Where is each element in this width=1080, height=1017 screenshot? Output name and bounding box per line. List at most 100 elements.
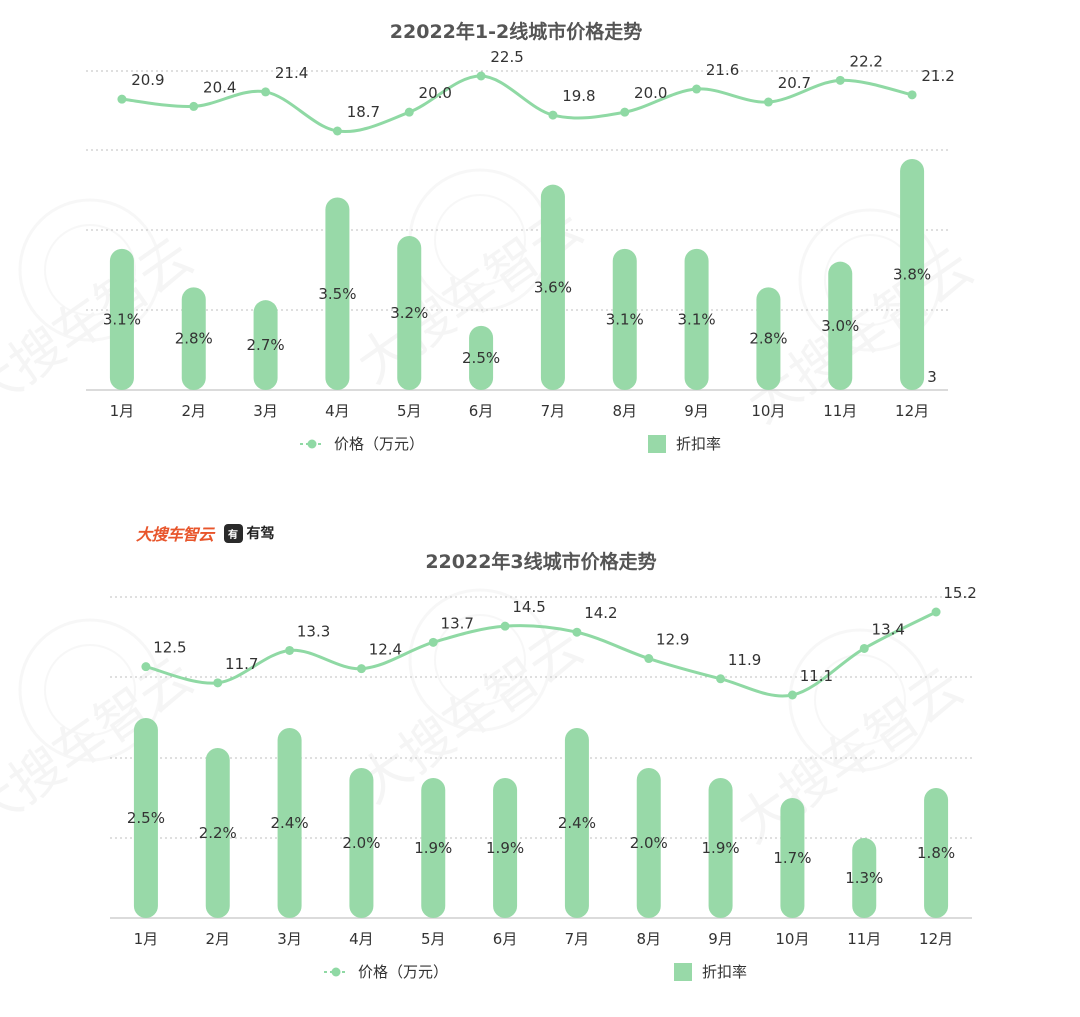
- bar: [564, 728, 589, 918]
- bar-label: 3.6%: [534, 278, 572, 296]
- bar: [852, 838, 877, 918]
- price-label: 21.4: [275, 64, 308, 82]
- price-point: [692, 84, 702, 94]
- watermark-ring: [798, 208, 942, 352]
- watermark-ring: [814, 654, 906, 746]
- watermark-ring: [434, 614, 526, 706]
- bar: [109, 248, 134, 390]
- price-point: [859, 643, 869, 653]
- price-point: [428, 637, 438, 647]
- bar: [756, 287, 781, 390]
- bar-label: 3.0%: [821, 317, 859, 335]
- x-tick-label: 7月: [565, 930, 590, 948]
- bar-label: 1.9%: [414, 839, 452, 857]
- bar-annotation: 3: [927, 368, 937, 386]
- legend: 价格（万元） 折扣率: [300, 435, 721, 453]
- legend-bar-marker: [674, 963, 692, 981]
- price-point: [931, 607, 941, 617]
- x-tick-label: 5月: [397, 402, 422, 420]
- legend-bar-marker: [648, 435, 666, 453]
- x-tick-label: 10月: [775, 930, 809, 948]
- price-label: 22.5: [490, 48, 523, 66]
- bar-label: 1.8%: [917, 844, 955, 862]
- bar-label: 3.8%: [893, 266, 931, 284]
- x-tick-label: 1月: [110, 402, 135, 420]
- brand-partner: 有驾: [246, 526, 275, 542]
- app-logo-icon: 有: [223, 523, 243, 543]
- watermark-ring: [408, 588, 552, 732]
- chart-tier12-price-trend: 22022年1-2线城市价格走势 3.1% 2.8% 2.7% 3.5% 3.2% 2.5%…: [86, 20, 955, 453]
- x-tick-label: 9月: [708, 930, 733, 948]
- price-label: 20.7: [778, 74, 811, 92]
- bar: [612, 248, 637, 390]
- price-label: 13.3: [297, 622, 330, 640]
- price-point: [404, 107, 414, 117]
- x-tick-label: 11月: [823, 402, 857, 420]
- price-label: 14.2: [584, 604, 617, 622]
- discount-bars: 2.5% 2.2% 2.4% 2.0% 1.9% 1.9% 2.4% 2.0% 1.9% 1.7%…: [127, 718, 955, 918]
- watermark-ring: [18, 198, 162, 342]
- price-point: [476, 71, 486, 81]
- bar: [493, 778, 518, 918]
- bar: [253, 300, 278, 390]
- x-tick-label: 7月: [541, 402, 566, 420]
- x-tick-label: 12月: [895, 402, 929, 420]
- bar: [277, 728, 302, 918]
- bar: [397, 236, 422, 390]
- price-label: 12.4: [369, 641, 402, 659]
- price-label: 21.6: [706, 61, 739, 79]
- price-point: [716, 674, 726, 684]
- price-point: [548, 110, 558, 120]
- price-label: 20.0: [419, 84, 452, 102]
- legend: 价格（万元） 折扣率: [324, 963, 747, 981]
- x-tick-label: 4月: [325, 402, 350, 420]
- price-point: [189, 101, 199, 111]
- price-label: 12.5: [153, 639, 186, 657]
- price-point: [835, 75, 845, 85]
- bar-label: 1.3%: [845, 869, 883, 887]
- bar-label: 2.0%: [630, 834, 668, 852]
- price-label: 13.7: [441, 614, 474, 632]
- x-tick-label: 12月: [919, 930, 953, 948]
- price-line: 20.9 20.4 21.4 18.7 20.0 22.5 19.8 20.0 21.6 20.7…: [117, 48, 955, 136]
- price-label: 18.7: [347, 103, 380, 121]
- price-label: 14.5: [512, 598, 545, 616]
- x-tick-label: 3月: [253, 402, 278, 420]
- bar: [924, 788, 949, 918]
- price-point: [261, 87, 271, 97]
- legend-discount-label: 折扣率: [676, 435, 721, 453]
- price-point: [787, 690, 797, 700]
- legend-dot-marker: [307, 439, 317, 449]
- bar-label: 2.0%: [342, 834, 380, 852]
- bar-label: 3.1%: [103, 310, 141, 328]
- price-point: [285, 645, 295, 655]
- bar-label: 2.5%: [462, 349, 500, 367]
- bar: [708, 778, 733, 918]
- price-label: 22.2: [850, 52, 883, 70]
- price-label: 20.9: [131, 71, 164, 89]
- bar-label: 2.8%: [749, 330, 787, 348]
- price-label: 20.0: [634, 84, 667, 102]
- price-label: 21.2: [921, 67, 954, 85]
- bar: [636, 768, 661, 918]
- price-point: [907, 90, 917, 100]
- legend-discount-label: 折扣率: [702, 963, 747, 981]
- bar-label: 3.5%: [318, 285, 356, 303]
- price-point: [620, 107, 630, 117]
- x-tick-label: 5月: [421, 930, 446, 948]
- price-label: 11.7: [225, 655, 258, 673]
- bar-label: 3.1%: [678, 310, 716, 328]
- bar-label: 2.4%: [271, 814, 309, 832]
- gridlines: [86, 70, 948, 391]
- bar: [181, 287, 206, 390]
- bar: [540, 184, 565, 390]
- x-tick-label: 9月: [684, 402, 709, 420]
- bar: [469, 325, 494, 390]
- price-point: [356, 664, 366, 674]
- bar: [205, 748, 230, 918]
- x-tick-label: 1月: [134, 930, 159, 948]
- price-point: [213, 678, 223, 688]
- price-point: [141, 662, 151, 672]
- bar: [780, 798, 805, 918]
